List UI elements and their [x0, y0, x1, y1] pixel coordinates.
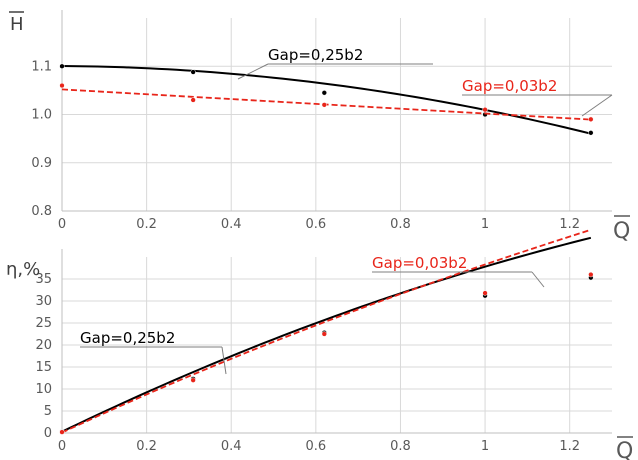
y-tick-label: 1.1 [31, 59, 52, 74]
data-point [588, 130, 594, 136]
x-tick-label: 1.2 [559, 439, 580, 454]
data-point [190, 377, 196, 383]
data-point [482, 290, 488, 296]
head-chart-series [59, 63, 594, 136]
annotation-leader [237, 63, 269, 80]
x-tick-label: 0 [58, 217, 66, 232]
data-point [59, 63, 65, 69]
x-axis-label: Q [616, 439, 633, 460]
x-tick-label: 0.6 [306, 439, 327, 454]
efficiency-chart-annotations: Gap=0,25b2 Gap=0,03b2 [80, 254, 545, 375]
series-line-gap-025b2 [61, 65, 592, 135]
y-tick-label: 30 [35, 294, 52, 309]
y-axis-label: H [10, 14, 24, 35]
x-tick-label: 0.8 [390, 439, 411, 454]
annotation-leader [221, 346, 227, 375]
data-point [588, 271, 594, 278]
efficiency-chart: 0 5 10 15 20 25 30 35 0 0.2 0.4 0.6 0.8 1 1.2 η,% Q Gap=… [6, 228, 633, 460]
data-point [190, 97, 196, 103]
x-tick-label: 0.2 [136, 439, 157, 454]
y-tick-label: 0 [44, 426, 52, 441]
data-point [321, 90, 327, 96]
annotation-leader [581, 94, 613, 117]
data-point [482, 107, 488, 113]
annotation-label: Gap=0,25b2 [80, 329, 175, 347]
x-tick-label: 0.4 [221, 217, 242, 232]
x-tick-label: 0.4 [221, 439, 242, 454]
x-tick-label: 0.8 [390, 217, 411, 232]
y-tick-label: 1.0 [31, 108, 52, 123]
head-chart-annotations: Gap=0,25b2 Gap=0,03b2 [237, 46, 613, 117]
y-tick-label: 35 [35, 272, 52, 287]
data-point [321, 331, 327, 337]
y-tick-label: 0.8 [31, 204, 52, 219]
annotation-leader [531, 271, 545, 288]
x-tick-label: 0.6 [306, 217, 327, 232]
x-tick-label: 0.2 [136, 217, 157, 232]
data-point [190, 69, 196, 75]
y-tick-label: 5 [44, 404, 52, 419]
data-point [59, 82, 65, 89]
y-axis-label: η,% [6, 259, 40, 280]
x-axis-label: Q [613, 219, 630, 244]
y-tick-label: 20 [35, 338, 52, 353]
head-chart-axes: 0.8 0.9 1.0 1.1 0 0.2 0.4 0.6 0.8 1 1.2 H Q [9, 10, 630, 244]
annotation-label: Gap=0,03b2 [372, 254, 467, 272]
x-tick-label: 1 [481, 217, 489, 232]
y-tick-label: 25 [35, 316, 52, 331]
head-chart: 0.8 0.9 1.0 1.1 0 0.2 0.4 0.6 0.8 1 1.2 H Q Gap=0,25… [9, 10, 630, 244]
annotation-label: Gap=0,25b2 [268, 46, 363, 64]
x-tick-label: 0 [58, 439, 66, 454]
x-tick-label: 1.2 [559, 217, 580, 232]
efficiency-chart-series [59, 228, 594, 435]
annotation-label: Gap=0,03b2 [462, 77, 557, 95]
data-point [59, 429, 65, 435]
efficiency-chart-axes: 0 5 10 15 20 25 30 35 0 0.2 0.4 0.6 0.8 1 1.2 η,% Q [6, 249, 633, 460]
head-chart-grid [62, 18, 612, 211]
x-tick-label: 1 [481, 439, 489, 454]
data-point [588, 116, 594, 122]
data-point [321, 102, 327, 108]
y-tick-label: 10 [35, 382, 52, 397]
series-line-gap-025b2 [61, 236, 592, 433]
y-tick-label: 0.9 [31, 156, 52, 171]
y-tick-label: 15 [35, 360, 52, 375]
